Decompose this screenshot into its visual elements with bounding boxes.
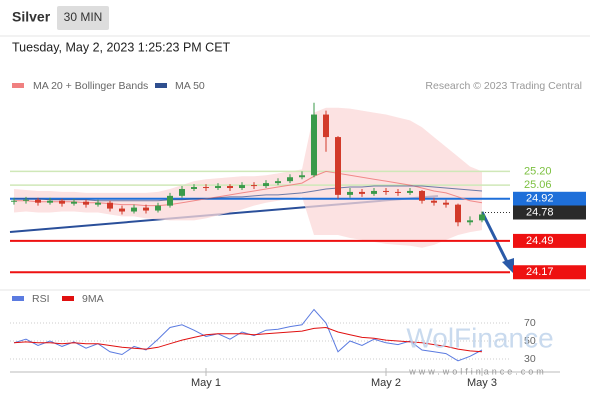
watermark-name: WolFinance — [406, 322, 553, 353]
candle-body — [59, 200, 65, 204]
watermark: WolFinance www.wolfinance.com — [406, 322, 553, 376]
candle-body — [11, 200, 17, 202]
bollinger-band — [14, 107, 482, 248]
legend-label: MA 20 + Bollinger Bands — [33, 80, 148, 92]
candle-body — [179, 188, 185, 196]
level-label: 24.78 — [526, 206, 554, 218]
ma20-line — [14, 170, 483, 207]
candle-body — [275, 181, 281, 184]
candle-body — [167, 195, 173, 206]
level-box — [513, 265, 586, 280]
candle-body — [35, 199, 41, 203]
candle-body — [95, 202, 101, 205]
candle-body — [47, 200, 53, 203]
candle-body — [215, 186, 221, 189]
ma50-line — [14, 185, 483, 202]
legend-swatch — [12, 296, 24, 301]
interval: 30 MIN — [64, 10, 103, 24]
candle-body — [347, 191, 353, 195]
candle-body — [371, 190, 377, 194]
candle-body — [479, 214, 485, 221]
candle-body — [143, 207, 149, 211]
candle-body — [263, 183, 269, 187]
candle-body — [335, 137, 341, 195]
candle-body — [383, 190, 389, 192]
candle-body — [155, 205, 161, 211]
watermark-url: www.wolfinance.com — [408, 366, 547, 376]
forecast-arrow — [480, 211, 510, 265]
legend-label: MA 50 — [175, 80, 205, 92]
credit: Research © 2023 Trading Central — [425, 80, 582, 92]
legend-swatch — [62, 296, 74, 301]
level-label: 25.20 — [524, 165, 552, 177]
candle-body — [443, 202, 449, 205]
candle-body — [287, 177, 293, 182]
arrow-head — [502, 258, 514, 274]
candle-body — [227, 186, 233, 189]
y-tick-label: 70 — [524, 317, 536, 329]
candle-body — [251, 185, 257, 187]
candle-body — [83, 201, 89, 205]
level-label: 24.49 — [526, 235, 554, 247]
level-box — [513, 191, 586, 206]
datetime: Tuesday, May 2, 2023 1:25:23 PM CET — [12, 40, 231, 54]
candle-body — [311, 114, 317, 176]
level-box — [513, 233, 586, 248]
legend-swatch — [12, 83, 24, 88]
candle-body — [323, 114, 329, 138]
y-tick-label: 30 — [524, 353, 536, 365]
candle-body — [239, 185, 245, 189]
candle-body — [395, 191, 401, 193]
candle-body — [23, 199, 29, 201]
x-tick-label: May 1 — [191, 377, 221, 389]
candle-body — [407, 190, 413, 193]
x-tick-label: May 2 — [371, 377, 401, 389]
x-tick-label: May 3 — [467, 377, 497, 389]
level-label: 24.17 — [526, 266, 554, 278]
candle-body — [299, 175, 305, 178]
candle-body — [359, 191, 365, 194]
level-label: 24.92 — [526, 193, 554, 205]
candle-body — [455, 204, 461, 223]
candle-body — [419, 190, 425, 201]
candle-body — [431, 200, 437, 203]
candle-body — [107, 202, 113, 209]
candle-body — [191, 187, 197, 189]
legend-label: RSI — [32, 293, 50, 305]
candle-body — [131, 207, 137, 212]
candle-body — [119, 208, 125, 212]
legend-label: 9MA — [82, 293, 104, 305]
legend-swatch — [155, 83, 167, 88]
level-box — [513, 205, 586, 220]
symbol: Silver — [12, 9, 51, 25]
y-tick-label: 50 — [524, 335, 536, 347]
candle-body — [71, 201, 77, 204]
candle-body — [203, 187, 209, 189]
indicator-line — [13, 326, 483, 353]
interval-badge — [57, 6, 109, 30]
candle-body — [467, 220, 473, 223]
level-label: 25.06 — [524, 179, 552, 191]
